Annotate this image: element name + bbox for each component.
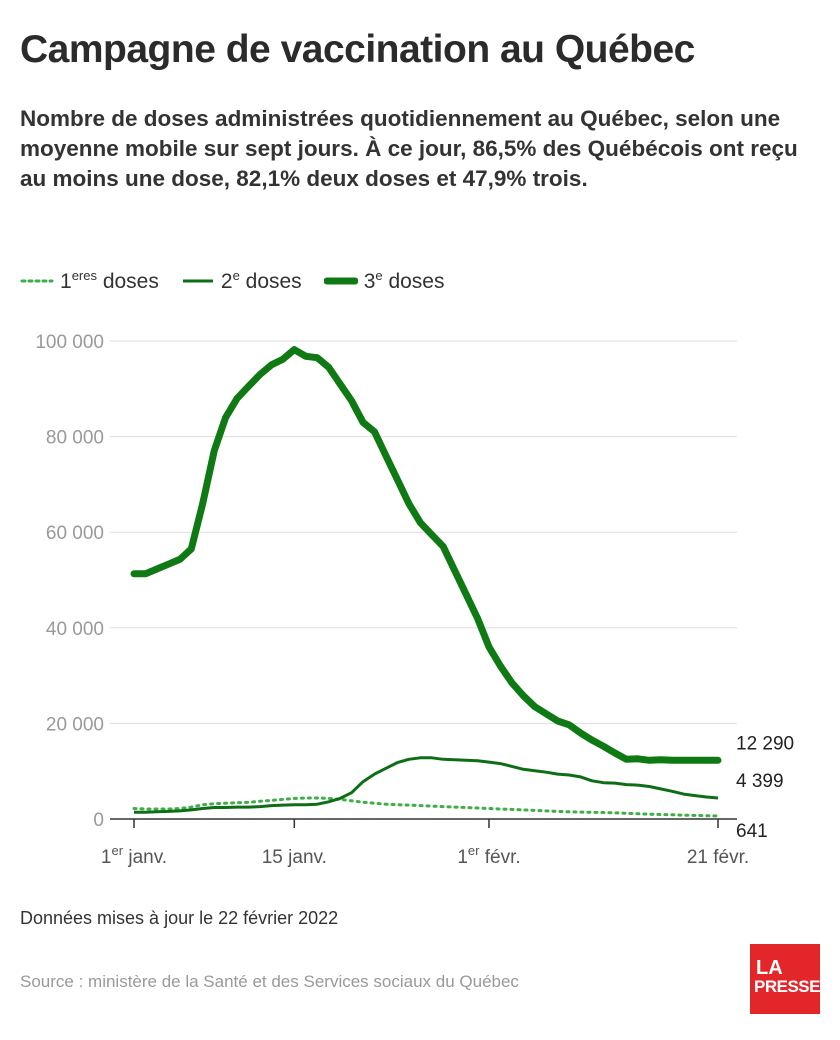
end-label-dose1: 641 — [736, 821, 768, 842]
series-line-dose1 — [132, 796, 720, 818]
chart-title: Campagne de vaccination au Québec — [20, 28, 695, 71]
legend-swatch-dotted — [20, 279, 54, 283]
end-label-dose3: 12 290 — [736, 733, 794, 754]
legend: 1eres doses 2e doses 3e doses — [20, 268, 467, 294]
x-tick-label: 21 févr. — [687, 847, 749, 868]
legend-item-dose2: 2e doses — [181, 268, 302, 294]
y-tick-label: 20 000 — [46, 714, 104, 735]
x-tick-label: 1er janv. — [101, 843, 167, 868]
x-tick-label: 1er févr. — [457, 843, 520, 868]
legend-item-dose3: 3e doses — [323, 268, 445, 294]
legend-label-dose3: 3e doses — [363, 268, 445, 293]
series-line-dose3 — [130, 346, 722, 764]
update-note: Données mises à jour le 22 février 2022 — [20, 908, 339, 928]
legend-swatch-thick — [323, 277, 358, 285]
series-line-dose2 — [134, 756, 719, 814]
y-tick-label: 0 — [93, 810, 104, 831]
x-tick-label: 15 janv. — [262, 847, 327, 868]
line-chart: 0 20 000 40 000 60 000 80 000 100 000 1er janv… — [35, 332, 794, 868]
source-note: Source : ministère de la Santé et des Se… — [20, 972, 519, 991]
legend-swatch-thin — [182, 279, 213, 283]
la-presse-logo: LA PRESSE — [750, 944, 820, 1014]
legend-label-dose1: 1eres doses — [60, 268, 159, 293]
legend-item-dose1: 1eres doses — [20, 268, 159, 294]
y-tick-label: 100 000 — [35, 332, 104, 353]
chart-subtitle: Nombre de doses administrées quotidienne… — [20, 106, 798, 191]
y-tick-label: 60 000 — [46, 523, 104, 544]
legend-label-dose2: 2e doses — [220, 268, 302, 293]
end-label-dose2: 4 399 — [736, 771, 784, 792]
y-tick-label: 80 000 — [46, 428, 104, 449]
y-tick-label: 40 000 — [46, 619, 104, 640]
